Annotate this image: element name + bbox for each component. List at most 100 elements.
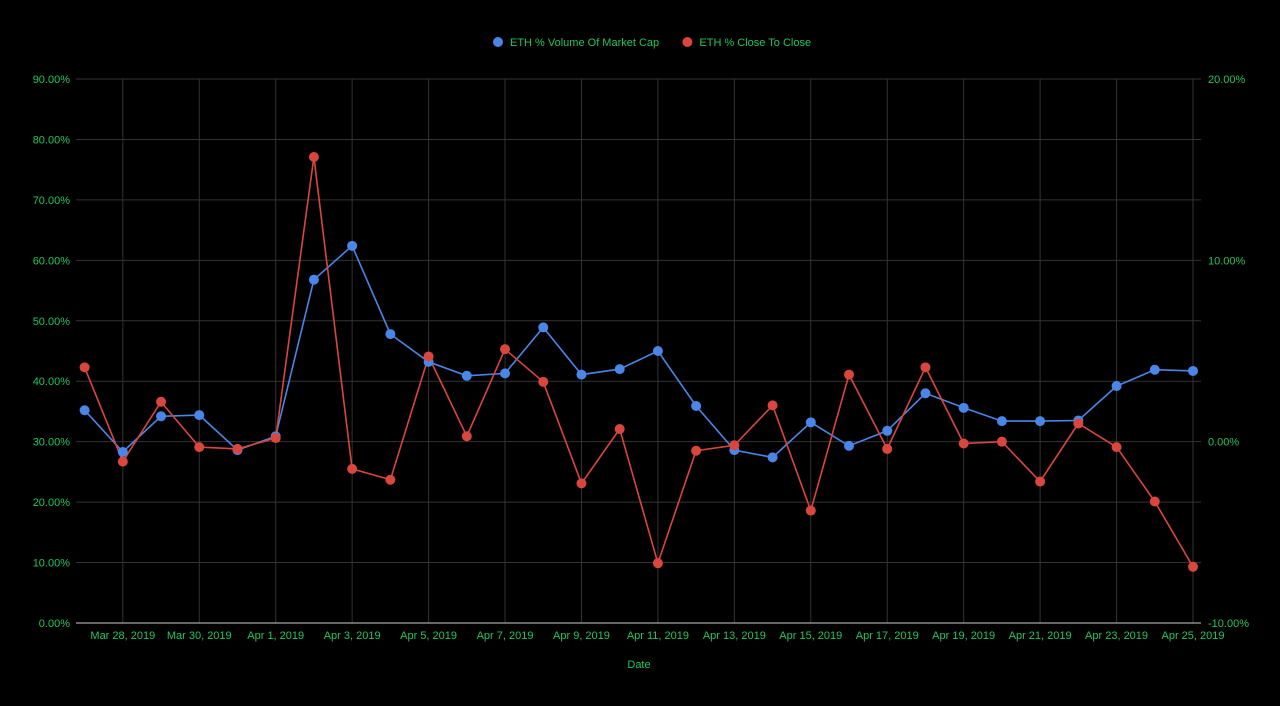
left-tick-label: 50.00%: [33, 316, 71, 328]
x-tick-label: Apr 3, 2019: [324, 630, 381, 642]
data-point-series-2[interactable]: [194, 442, 205, 453]
left-tick-label: 70.00%: [33, 195, 71, 207]
left-tick-label: 60.00%: [33, 255, 71, 267]
data-point-series-2[interactable]: [1188, 561, 1198, 572]
data-point-series-1[interactable]: [194, 410, 205, 421]
x-tick-label: Apr 11, 2019: [627, 630, 689, 642]
x-axis: Mar 28, 2019 Mar 30, 2019 Apr 1, 2019 Apr 3…: [90, 630, 1224, 642]
data-point-series-1[interactable]: [691, 401, 702, 412]
data-point-series-1[interactable]: [920, 388, 931, 399]
data-point-series-1[interactable]: [538, 322, 549, 333]
data-point-series-2[interactable]: [652, 558, 663, 569]
x-tick-label: Apr 21, 2019: [1009, 630, 1072, 642]
data-point-series-2[interactable]: [308, 151, 319, 162]
data-point-series-1[interactable]: [882, 425, 893, 436]
data-point-series-2[interactable]: [232, 443, 243, 454]
data-point-series-2[interactable]: [1073, 418, 1084, 429]
data-point-series-2[interactable]: [996, 436, 1007, 447]
data-point-series-2[interactable]: [1149, 496, 1160, 507]
data-point-series-2[interactable]: [117, 456, 128, 467]
x-tick-label: Apr 17, 2019: [856, 630, 919, 642]
data-point-series-1[interactable]: [767, 452, 778, 463]
left-tick-label: 40.00%: [33, 376, 71, 388]
data-point-series-1[interactable]: [1188, 365, 1198, 376]
x-tick-label: Mar 30, 2019: [167, 630, 232, 642]
grid: [76, 78, 1201, 624]
data-point-series-1[interactable]: [1111, 381, 1122, 392]
x-tick-label: Apr 13, 2019: [703, 630, 766, 642]
data-point-series-2[interactable]: [347, 463, 358, 474]
data-point-series-1[interactable]: [347, 240, 358, 251]
data-point-series-2[interactable]: [538, 376, 549, 387]
data-point-series-1[interactable]: [614, 364, 625, 375]
data-point-series-1[interactable]: [1035, 416, 1046, 427]
x-tick-label: Apr 9, 2019: [553, 630, 610, 642]
data-point-series-2[interactable]: [1035, 476, 1046, 487]
legend-swatch: [493, 37, 503, 47]
data-point-series-2[interactable]: [844, 369, 855, 380]
data-point-series-2[interactable]: [958, 438, 969, 449]
data-point-series-1[interactable]: [1149, 364, 1160, 375]
data-point-series-1[interactable]: [996, 416, 1007, 427]
x-axis-title: Date: [627, 659, 650, 671]
data-point-series-2[interactable]: [385, 474, 396, 485]
data-point-series-2[interactable]: [423, 351, 434, 362]
left-tick-label: 80.00%: [33, 134, 71, 146]
x-tick-label: Apr 1, 2019: [247, 630, 304, 642]
data-point-series-1[interactable]: [500, 368, 511, 379]
data-point-series-2[interactable]: [805, 505, 816, 516]
data-point-series-2[interactable]: [920, 362, 931, 373]
data-point-series-2[interactable]: [576, 478, 587, 489]
data-point-series-1[interactable]: [117, 446, 128, 457]
series-line-2: [83, 156, 1194, 568]
data-point-series-1[interactable]: [958, 402, 969, 413]
series-lines: [83, 156, 1194, 568]
left-axis: 0.00% 10.00% 20.00% 30.00% 40.00% 50.00% 60.00…: [33, 74, 71, 630]
series-points: [79, 151, 1198, 572]
data-point-series-1[interactable]: [805, 417, 816, 428]
data-point-series-1[interactable]: [461, 370, 472, 381]
right-axis: -10.00% 0.00% 10.00% 20.00%: [1208, 74, 1249, 630]
data-point-series-1[interactable]: [79, 405, 90, 416]
data-point-series-2[interactable]: [691, 445, 702, 456]
x-tick-label: Apr 23, 2019: [1085, 630, 1148, 642]
legend[interactable]: ETH % Volume Of Market Cap ETH % Close To…: [493, 37, 811, 49]
left-tick-label: 10.00%: [33, 558, 71, 570]
legend-item-1[interactable]: ETH % Volume Of Market Cap: [493, 37, 659, 49]
data-point-series-1[interactable]: [308, 274, 319, 285]
left-tick-label: 90.00%: [33, 74, 71, 86]
left-tick-label: 0.00%: [39, 618, 70, 630]
legend-item-2[interactable]: ETH % Close To Close: [682, 37, 811, 49]
legend-label: ETH % Volume Of Market Cap: [510, 37, 659, 49]
data-point-series-2[interactable]: [767, 400, 778, 411]
right-tick-label: -10.00%: [1208, 618, 1249, 630]
left-tick-label: 20.00%: [33, 497, 71, 509]
data-point-series-1[interactable]: [156, 411, 167, 422]
data-point-series-2[interactable]: [614, 423, 625, 434]
data-point-series-2[interactable]: [79, 362, 90, 373]
data-point-series-2[interactable]: [1111, 442, 1122, 453]
left-tick-label: 30.00%: [33, 437, 71, 449]
data-point-series-2[interactable]: [729, 440, 740, 451]
right-tick-label: 10.00%: [1208, 255, 1246, 267]
data-point-series-2[interactable]: [461, 431, 472, 442]
x-tick-label: Apr 15, 2019: [779, 630, 842, 642]
legend-swatch: [682, 37, 693, 47]
data-point-series-2[interactable]: [500, 344, 511, 355]
legend-label: ETH % Close To Close: [699, 37, 811, 49]
data-point-series-2[interactable]: [156, 396, 167, 407]
x-tick-label: Apr 7, 2019: [477, 630, 534, 642]
data-point-series-1[interactable]: [652, 346, 663, 356]
right-tick-label: 0.00%: [1208, 437, 1239, 449]
data-point-series-1[interactable]: [844, 440, 855, 451]
right-tick-label: 20.00%: [1208, 74, 1246, 86]
data-point-series-2[interactable]: [882, 443, 893, 454]
data-point-series-1[interactable]: [385, 329, 396, 340]
data-point-series-1[interactable]: [576, 369, 587, 380]
data-point-series-2[interactable]: [270, 433, 281, 444]
x-tick-label: Mar 28, 2019: [90, 630, 155, 642]
x-tick-label: Apr 5, 2019: [400, 630, 457, 642]
series-line-1: [84, 244, 1194, 459]
x-tick-label: Apr 25, 2019: [1162, 630, 1225, 642]
